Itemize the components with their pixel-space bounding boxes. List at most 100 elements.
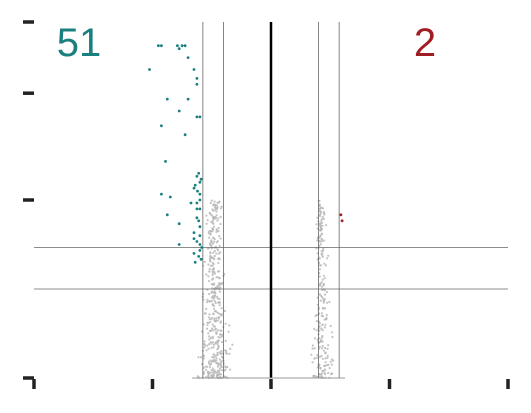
ns-point (322, 211, 325, 214)
ns-point (213, 359, 216, 362)
ns-point (209, 255, 212, 258)
ns-point (322, 247, 325, 250)
ns-point (204, 344, 207, 347)
down-point (192, 231, 196, 235)
ns-point (320, 281, 323, 284)
ns-point (208, 242, 212, 245)
ns-point (205, 349, 208, 352)
ns-point (210, 296, 213, 299)
ns-point (216, 373, 219, 376)
ns-point (321, 306, 324, 309)
ns-point (203, 260, 206, 264)
ns-point (220, 205, 223, 208)
ns-point (216, 207, 219, 210)
ns-point (318, 325, 321, 328)
ns-point (216, 201, 219, 204)
ns-point (209, 259, 212, 262)
ns-point (212, 353, 215, 356)
down-point (192, 252, 196, 255)
ns-point (220, 329, 223, 332)
ns-point (326, 347, 329, 350)
ns-point (213, 240, 216, 243)
ns-point (229, 368, 232, 371)
ns-point (321, 285, 324, 288)
ns-point (211, 270, 214, 273)
ns-point (320, 314, 323, 317)
ns-point (210, 329, 213, 332)
ns-point (218, 300, 221, 304)
ns-point (209, 336, 212, 339)
ns-point (205, 222, 208, 225)
ns-point (224, 322, 227, 325)
ns-point (215, 330, 218, 333)
ns-point (219, 333, 222, 336)
ns-point (324, 346, 327, 350)
ns-point (212, 329, 215, 332)
down-point (183, 44, 187, 48)
ns-point (209, 363, 212, 366)
ns-point (208, 335, 211, 338)
ns-point (320, 221, 324, 224)
ns-point (215, 276, 218, 279)
ns-point (221, 333, 224, 336)
down-point (148, 68, 151, 71)
ns-point (209, 201, 212, 205)
ns-point (214, 320, 217, 323)
ns-point (207, 332, 210, 335)
ns-point (206, 324, 209, 327)
ns-point (322, 282, 325, 285)
ns-point (218, 277, 221, 280)
ns-point (216, 286, 219, 289)
ns-point (225, 349, 228, 353)
ns-point (204, 365, 207, 368)
ns-point (218, 290, 221, 293)
ns-point (326, 257, 329, 260)
ns-point (216, 342, 219, 345)
ns-point (324, 323, 327, 326)
ns-point (212, 312, 215, 315)
ns-point (207, 275, 210, 278)
down-point (177, 47, 181, 51)
ns-point (224, 339, 227, 342)
down-point (193, 260, 197, 264)
ns-point (318, 345, 321, 348)
ns-point (321, 345, 324, 348)
ns-point (318, 337, 321, 340)
ns-point (215, 317, 218, 320)
ns-point (215, 357, 218, 360)
down-point (168, 195, 172, 199)
ns-point (208, 343, 211, 346)
ns-point (325, 291, 329, 294)
ns-point (219, 237, 222, 240)
ns-point (320, 232, 323, 235)
ns-point (319, 234, 322, 237)
down-point (195, 82, 199, 86)
ns-point (206, 301, 209, 304)
ns-point (211, 208, 214, 211)
ns-point (210, 346, 213, 349)
ns-point (217, 316, 220, 319)
ns-point (322, 349, 325, 352)
ns-point (211, 367, 214, 370)
ns-point (331, 331, 334, 334)
ns-point (215, 204, 218, 207)
ns-point (216, 311, 220, 315)
ns-point (213, 296, 216, 299)
ns-point (320, 354, 323, 358)
ns-point (203, 340, 206, 343)
down-point (165, 213, 169, 217)
down-point (157, 44, 160, 48)
ns-point (216, 270, 220, 273)
ns-point (324, 357, 327, 360)
down-point (198, 243, 202, 246)
ns-point (219, 215, 222, 218)
ns-point (211, 290, 214, 293)
down-point (186, 56, 190, 59)
ns-point (216, 297, 219, 300)
ns-point (205, 214, 208, 217)
ns-point (208, 270, 211, 273)
ns-point (214, 209, 217, 212)
ns-point (218, 358, 221, 361)
ns-point (231, 343, 234, 346)
